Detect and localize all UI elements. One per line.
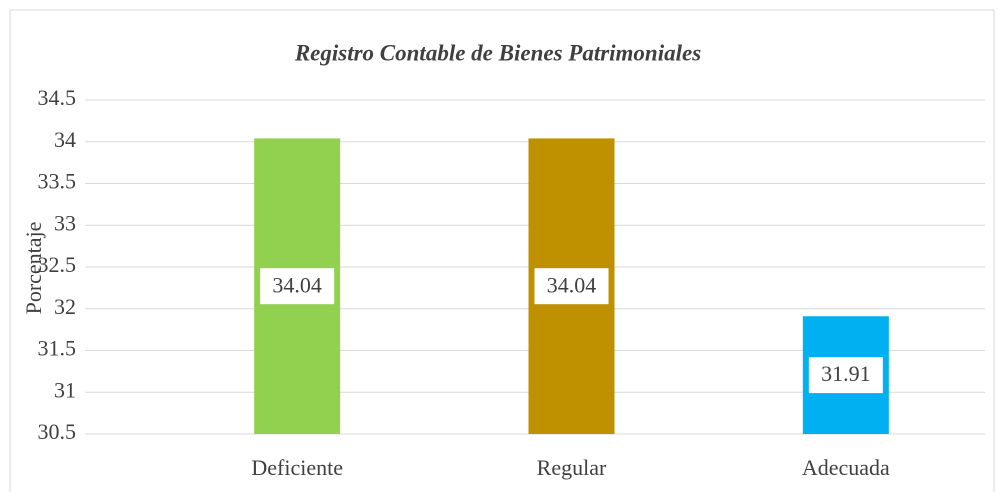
y-tick-label: 32.5 [38, 252, 77, 277]
x-tick-label: Adecuada [802, 455, 890, 480]
data-label-box [534, 268, 609, 305]
y-tick-label: 33 [54, 210, 76, 235]
y-tick-label: 30.5 [38, 419, 77, 444]
y-axis-label: Porcentaje [21, 222, 46, 315]
data-label: 34.04 [547, 272, 597, 297]
x-tick-label: Deficiente [251, 455, 343, 480]
data-label-box [808, 357, 883, 394]
x-tick-label: Regular [537, 455, 607, 480]
data-label-box [260, 268, 335, 305]
y-tick-label: 34 [54, 127, 76, 152]
chart-title: Registro Contable de Bienes Patrimoniale… [294, 40, 701, 65]
y-tick-label: 32 [54, 294, 76, 319]
data-label: 31.91 [821, 361, 871, 386]
y-tick-label: 31 [54, 377, 76, 402]
y-tick-label: 34.5 [38, 85, 77, 110]
y-tick-label: 33.5 [38, 169, 77, 194]
y-tick-label: 31.5 [38, 336, 77, 361]
data-label: 34.04 [272, 272, 322, 297]
